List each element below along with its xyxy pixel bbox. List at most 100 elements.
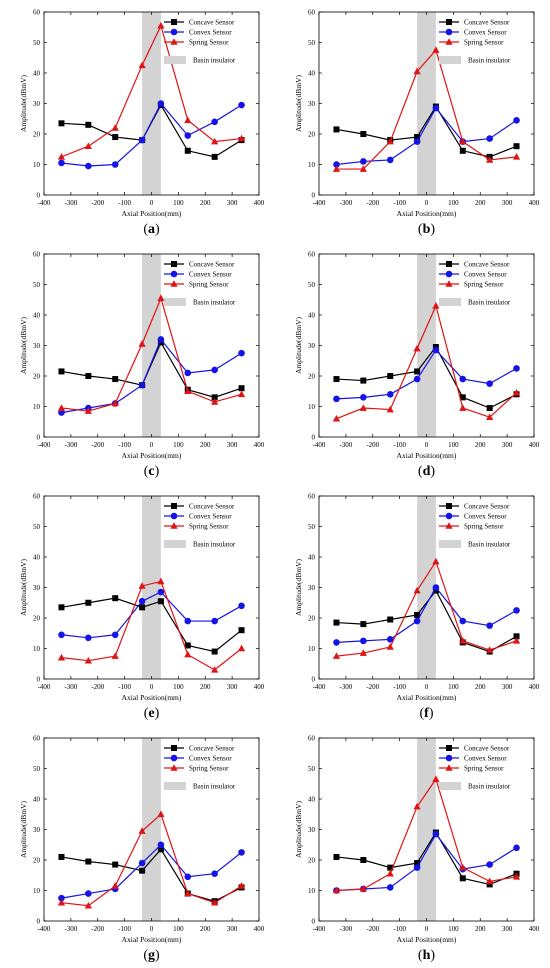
data-point	[432, 46, 440, 53]
series-line	[61, 102, 242, 167]
legend-marker	[446, 261, 452, 267]
x-tick-label: 300	[227, 683, 238, 691]
series-line	[336, 349, 517, 400]
x-tick-label: 0	[425, 199, 429, 207]
series-line	[61, 296, 242, 412]
series-line	[61, 843, 242, 899]
data-point	[111, 124, 119, 131]
x-tick-label: -200	[366, 441, 379, 449]
legend-insulator-swatch	[164, 782, 186, 790]
x-tick-label: -400	[313, 199, 326, 207]
series-convex-sensor	[58, 100, 245, 170]
x-tick-label: -200	[91, 925, 104, 933]
chart-panel-g: -400 -300 -200 -100 0 100 200 300 400 0 10 20 30 40 50…	[0, 726, 275, 968]
data-point	[414, 134, 421, 141]
data-point	[157, 100, 165, 107]
x-tick-label: -200	[366, 683, 379, 691]
series-line	[336, 777, 517, 892]
y-tick-label: 30	[33, 826, 41, 834]
data-point	[138, 597, 146, 605]
legend-label: Basin insulator	[193, 57, 236, 65]
data-point	[512, 153, 521, 160]
data-point	[237, 644, 246, 652]
x-tick-label: 400	[529, 441, 540, 449]
data-point	[184, 147, 191, 154]
data-point	[332, 414, 341, 422]
basin-insulator-band	[142, 738, 161, 921]
y-tick-label: 40	[33, 796, 41, 804]
legend: Concave Sensor Convex Sensor Spring Sensor…	[439, 19, 511, 65]
y-tick-label: 10	[33, 645, 41, 653]
x-tick-label: -400	[313, 683, 326, 691]
legend-label: Concave Sensor	[189, 503, 235, 511]
basin-insulator-band	[417, 254, 436, 437]
y-tick-label: 10	[308, 161, 316, 169]
x-tick-label: 200	[475, 199, 486, 207]
data-point	[386, 643, 394, 650]
legend-marker	[445, 38, 453, 45]
data-point	[211, 394, 218, 401]
data-point	[157, 846, 164, 853]
series-spring-sensor	[332, 302, 521, 422]
y-tick-label: 60	[308, 9, 316, 17]
data-point	[413, 802, 421, 810]
y-tick-label: 60	[308, 735, 316, 743]
x-tick-label: 200	[475, 683, 486, 691]
x-tick-label: -400	[38, 683, 51, 691]
data-point	[459, 375, 467, 383]
data-point	[486, 405, 493, 412]
x-tick-label: -400	[313, 441, 326, 449]
data-point	[386, 636, 394, 643]
y-tick-label: 40	[308, 70, 316, 78]
legend-label: Spring Sensor	[189, 523, 229, 531]
y-tick-label: 50	[308, 765, 316, 773]
data-point	[432, 830, 440, 838]
chart-panel-b: -400 -300 -200 -100 0 100 200 300 400 0 10 20 30 40 50…	[275, 0, 550, 242]
data-point	[157, 810, 165, 818]
legend-insulator-swatch	[439, 298, 461, 306]
x-tick-label: 400	[254, 199, 265, 207]
data-point	[139, 867, 146, 874]
basin-insulator-band	[417, 738, 436, 921]
data-point	[111, 652, 119, 659]
data-point	[85, 890, 92, 897]
series-spring-sensor	[332, 46, 521, 172]
x-tick-label: -200	[91, 441, 104, 449]
data-point	[486, 156, 494, 163]
x-tick-label: 100	[448, 199, 459, 207]
legend-marker	[171, 19, 177, 25]
data-point	[211, 898, 219, 906]
series-convex-sensor	[333, 346, 520, 403]
x-tick-label: 200	[200, 683, 211, 691]
x-tick-label: -200	[91, 199, 104, 207]
series-line	[61, 24, 242, 158]
chart-svg: -400 -300 -200 -100 0 100 200 300 400 0 10 20 30 40 50…	[19, 251, 265, 461]
chart-svg: -400 -300 -200 -100 0 100 200 300 400 0 10 20 30 40 50…	[294, 251, 540, 461]
legend-label: Spring Sensor	[189, 281, 229, 289]
y-tick-label: 60	[33, 493, 41, 501]
data-point	[432, 557, 440, 565]
data-point	[157, 841, 165, 849]
data-point	[111, 631, 119, 639]
data-point	[138, 859, 146, 867]
data-point	[360, 131, 367, 137]
series-convex-sensor	[333, 584, 520, 646]
series-spring-sensor	[57, 294, 246, 414]
legend: Concave Sensor Convex Sensor Spring Sensor…	[439, 503, 511, 549]
x-tick-label: -300	[339, 441, 352, 449]
data-point	[138, 827, 146, 834]
data-point	[184, 889, 192, 897]
y-tick-label: 60	[33, 735, 41, 743]
data-point	[413, 138, 421, 145]
y-tick-label: 30	[308, 100, 316, 108]
data-point	[157, 21, 165, 29]
series-line	[61, 591, 242, 639]
x-tick-label: 300	[502, 199, 513, 207]
data-point	[57, 153, 66, 160]
data-point	[211, 666, 219, 673]
x-tick-label: -100	[118, 925, 131, 933]
panel-caption: (d)	[417, 464, 436, 479]
data-point	[360, 158, 367, 165]
x-axis-title: Axial Position(mm)	[397, 935, 457, 944]
